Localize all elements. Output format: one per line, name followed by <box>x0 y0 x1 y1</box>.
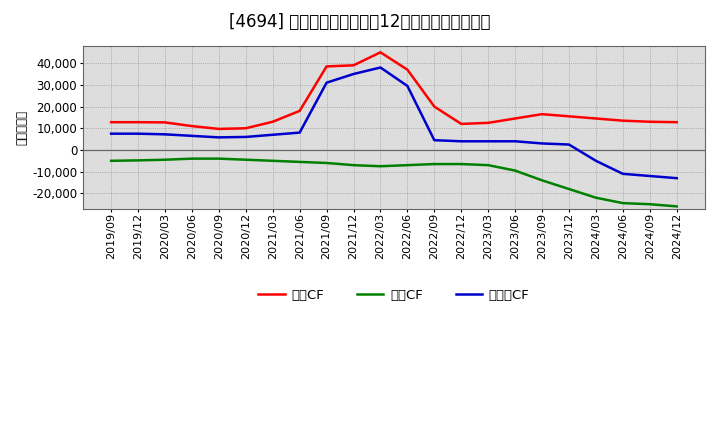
Text: [4694] キャッシュフローの12か月移動合計の推移: [4694] キャッシュフローの12か月移動合計の推移 <box>229 13 491 31</box>
投資CF <box>403 162 412 168</box>
フリーCF <box>618 171 627 176</box>
営業CF <box>457 121 466 127</box>
投資CF <box>349 162 358 168</box>
フリーCF <box>215 135 223 140</box>
投資CF <box>134 158 143 163</box>
フリーCF <box>241 134 250 139</box>
営業CF <box>538 111 546 117</box>
フリーCF <box>592 158 600 163</box>
投資CF <box>269 158 277 163</box>
営業CF <box>215 126 223 132</box>
営業CF <box>510 116 519 121</box>
フリーCF <box>188 133 197 139</box>
営業CF <box>564 114 573 119</box>
営業CF <box>323 64 331 69</box>
投資CF <box>592 195 600 200</box>
フリーCF <box>349 71 358 77</box>
営業CF <box>134 120 143 125</box>
営業CF <box>618 118 627 123</box>
フリーCF <box>484 139 492 144</box>
フリーCF <box>161 132 169 137</box>
営業CF <box>403 67 412 72</box>
Line: 営業CF: 営業CF <box>111 52 677 129</box>
フリーCF <box>323 80 331 85</box>
フリーCF <box>430 138 438 143</box>
営業CF <box>241 126 250 131</box>
営業CF <box>645 119 654 125</box>
営業CF <box>672 120 681 125</box>
営業CF <box>430 104 438 109</box>
投資CF <box>430 161 438 167</box>
営業CF <box>376 50 384 55</box>
フリーCF <box>538 141 546 146</box>
投資CF <box>618 201 627 206</box>
フリーCF <box>457 139 466 144</box>
投資CF <box>510 168 519 173</box>
Line: 投資CF: 投資CF <box>111 159 677 206</box>
営業CF <box>161 120 169 125</box>
投資CF <box>672 204 681 209</box>
投資CF <box>107 158 115 163</box>
フリーCF <box>510 139 519 144</box>
投資CF <box>241 157 250 162</box>
Legend: 営業CF, 投資CF, フリーCF: 営業CF, 投資CF, フリーCF <box>253 283 535 307</box>
フリーCF <box>134 131 143 136</box>
フリーCF <box>645 173 654 179</box>
フリーCF <box>403 83 412 88</box>
投資CF <box>295 159 304 165</box>
営業CF <box>484 120 492 125</box>
フリーCF <box>564 142 573 147</box>
営業CF <box>349 62 358 68</box>
投資CF <box>323 160 331 165</box>
Line: フリーCF: フリーCF <box>111 67 677 178</box>
投資CF <box>376 164 384 169</box>
フリーCF <box>295 130 304 135</box>
フリーCF <box>672 176 681 181</box>
投資CF <box>645 202 654 207</box>
投資CF <box>161 157 169 162</box>
投資CF <box>457 161 466 167</box>
投資CF <box>564 187 573 192</box>
営業CF <box>188 124 197 129</box>
投資CF <box>484 162 492 168</box>
営業CF <box>269 119 277 125</box>
フリーCF <box>269 132 277 137</box>
営業CF <box>592 116 600 121</box>
投資CF <box>215 156 223 161</box>
フリーCF <box>107 131 115 136</box>
投資CF <box>538 178 546 183</box>
Y-axis label: （百万円）: （百万円） <box>15 110 28 145</box>
投資CF <box>188 156 197 161</box>
フリーCF <box>376 65 384 70</box>
営業CF <box>295 108 304 114</box>
営業CF <box>107 120 115 125</box>
